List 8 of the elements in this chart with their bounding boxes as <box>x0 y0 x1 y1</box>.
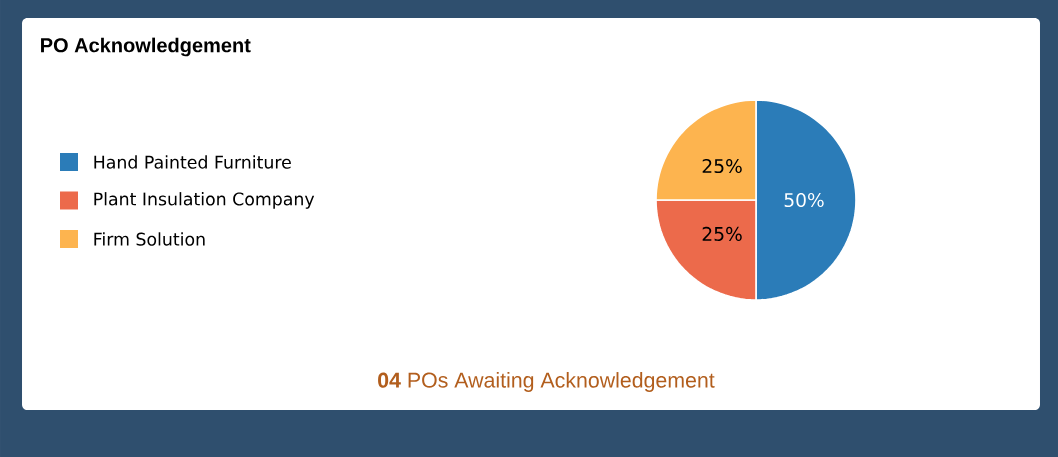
data-label: 25% <box>702 226 742 241</box>
text: 04 POs Awaiting Acknowledgement <box>378 372 715 392</box>
chart-title: PO Acknowledgement <box>41 37 251 57</box>
legend-label: Plant Insulation Company <box>94 192 315 209</box>
data-label: 50% <box>784 192 824 208</box>
legend-label: Firm Solution <box>94 232 205 246</box>
legend-label: Hand Painted Furniture <box>94 155 291 169</box>
data-label: 25% <box>702 158 742 174</box>
